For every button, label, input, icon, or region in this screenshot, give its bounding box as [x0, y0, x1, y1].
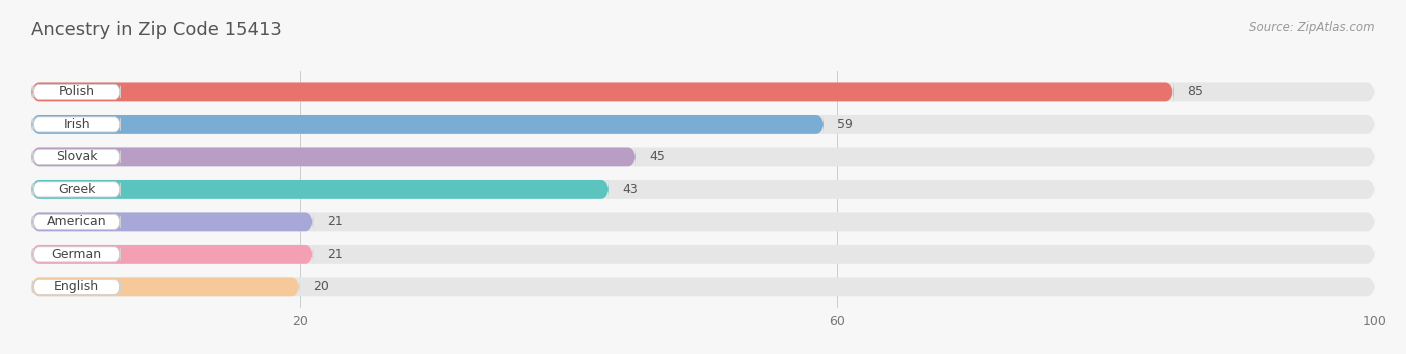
FancyBboxPatch shape [31, 147, 1375, 167]
Text: 21: 21 [326, 215, 343, 228]
FancyBboxPatch shape [31, 277, 1375, 297]
FancyBboxPatch shape [31, 179, 609, 199]
FancyBboxPatch shape [31, 114, 824, 135]
FancyBboxPatch shape [32, 84, 121, 99]
Text: Ancestry in Zip Code 15413: Ancestry in Zip Code 15413 [31, 21, 281, 39]
FancyBboxPatch shape [31, 244, 314, 264]
FancyBboxPatch shape [32, 117, 121, 132]
Text: Greek: Greek [58, 183, 96, 196]
Text: Source: ZipAtlas.com: Source: ZipAtlas.com [1250, 21, 1375, 34]
Text: English: English [53, 280, 100, 293]
Text: 21: 21 [326, 248, 343, 261]
FancyBboxPatch shape [32, 182, 121, 197]
Text: 85: 85 [1187, 85, 1204, 98]
FancyBboxPatch shape [31, 212, 1375, 232]
FancyBboxPatch shape [31, 147, 636, 167]
FancyBboxPatch shape [31, 244, 1375, 264]
Text: American: American [46, 215, 107, 228]
FancyBboxPatch shape [31, 212, 314, 232]
Text: Slovak: Slovak [56, 150, 97, 164]
FancyBboxPatch shape [31, 114, 1375, 135]
Text: Polish: Polish [59, 85, 94, 98]
FancyBboxPatch shape [31, 277, 299, 297]
Text: 20: 20 [314, 280, 329, 293]
Text: 45: 45 [650, 150, 665, 164]
FancyBboxPatch shape [31, 82, 1375, 102]
Text: Irish: Irish [63, 118, 90, 131]
FancyBboxPatch shape [31, 179, 1375, 199]
FancyBboxPatch shape [32, 149, 121, 165]
Text: 59: 59 [838, 118, 853, 131]
FancyBboxPatch shape [32, 279, 121, 295]
FancyBboxPatch shape [32, 214, 121, 229]
FancyBboxPatch shape [31, 82, 1174, 102]
Text: German: German [52, 248, 101, 261]
FancyBboxPatch shape [32, 247, 121, 262]
Text: 43: 43 [623, 183, 638, 196]
